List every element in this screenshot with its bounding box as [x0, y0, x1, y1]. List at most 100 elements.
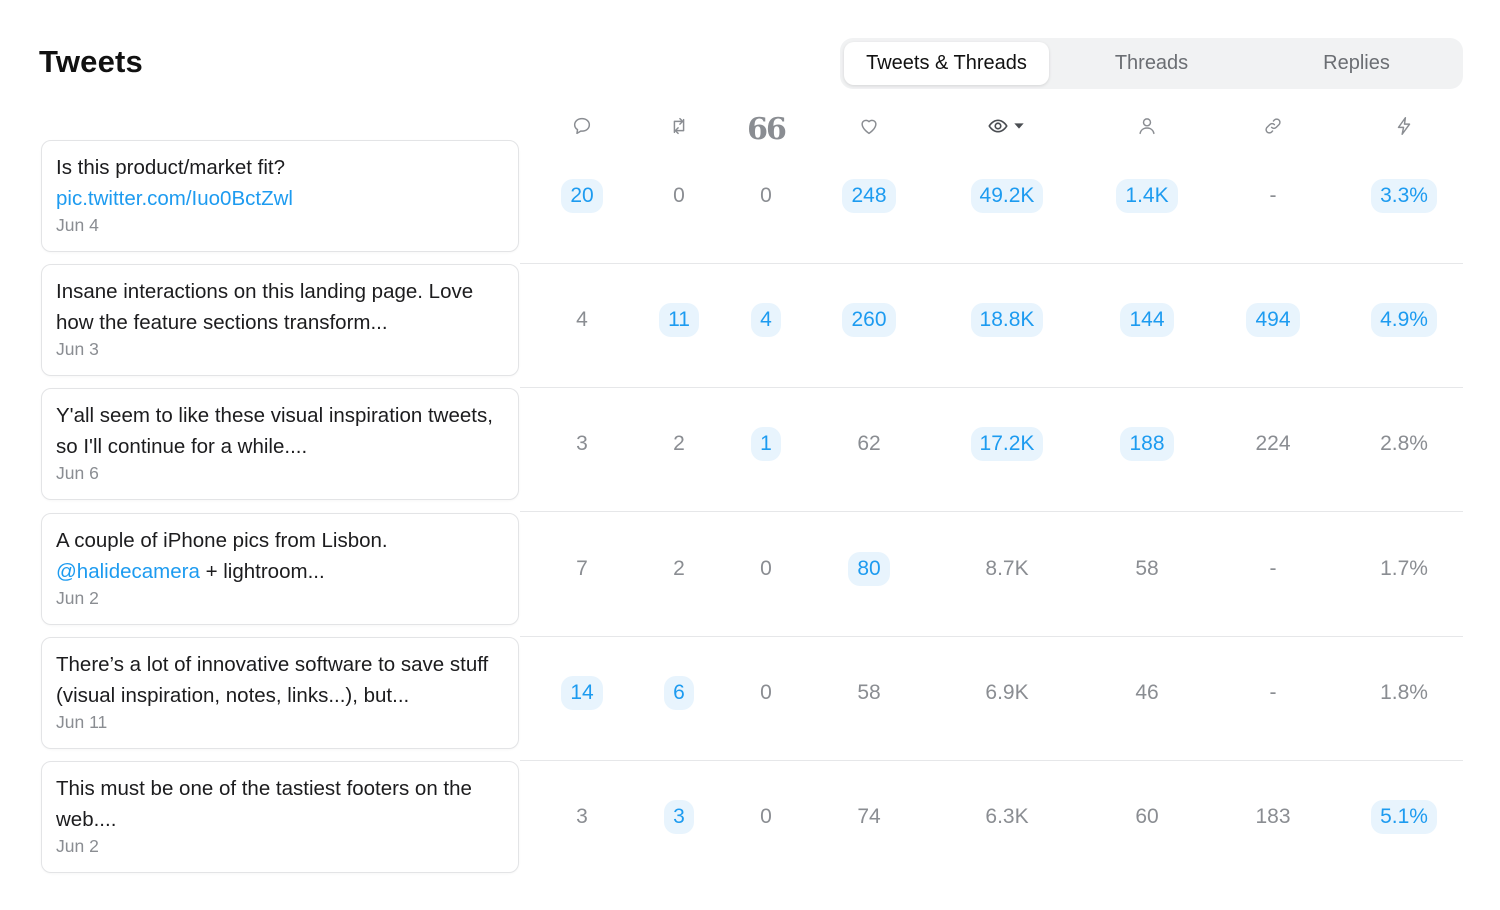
metric-value: 60 — [1135, 805, 1159, 828]
quotes-cell: 4 — [706, 264, 826, 376]
quotes-cell: 0 — [706, 140, 826, 252]
metric-value: 1.8% — [1380, 681, 1428, 704]
replies-cell: 14 — [522, 637, 642, 749]
profile-visits-cell: 1.4K — [1087, 140, 1207, 252]
metric-value: 4.9% — [1371, 303, 1437, 337]
link-clicks-cell: 494 — [1213, 264, 1333, 376]
engagement-icon[interactable] — [1374, 108, 1434, 144]
row-divider — [520, 387, 1463, 388]
tweet-card[interactable]: Y'all seem to like these visual inspirat… — [41, 388, 519, 500]
table-row[interactable]: There’s a lot of innovative software to … — [0, 637, 1500, 761]
tweet-date: Jun 2 — [56, 588, 99, 608]
profile-visits-cell: 144 — [1087, 264, 1207, 376]
tweet-text: Insane interactions on this landing page… — [56, 280, 474, 334]
tweet-date: Jun 3 — [56, 339, 99, 359]
profile-icon[interactable] — [1117, 108, 1177, 144]
link-icon[interactable] — [1243, 108, 1303, 144]
metric-value: 14 — [561, 676, 603, 710]
tab-bar: Tweets & Threads Threads Replies — [840, 38, 1463, 89]
likes-cell: 74 — [809, 761, 929, 873]
metric-value: 6 — [664, 676, 694, 710]
table-row[interactable]: This must be one of the tastiest footers… — [0, 761, 1500, 885]
metric-value: 0 — [760, 681, 772, 704]
engagement-rate-cell: 2.8% — [1344, 388, 1464, 500]
metric-value: 183 — [1255, 805, 1291, 828]
tweet-link[interactable]: pic.twitter.com/Iuo0BctZwl — [56, 187, 293, 210]
metric-value: 20 — [561, 179, 603, 213]
link-clicks-cell: - — [1213, 140, 1333, 252]
metric-value: 5.1% — [1371, 800, 1437, 834]
metric-value: 6.3K — [985, 805, 1029, 828]
reply-icon[interactable] — [552, 108, 612, 144]
metric-value: 2 — [673, 432, 685, 455]
retweets-cell: 2 — [619, 388, 739, 500]
views-cell: 49.2K — [947, 140, 1067, 252]
tweet-text: A couple of iPhone pics from Lisbon. @ha… — [56, 529, 388, 583]
replies-cell: 3 — [522, 761, 642, 873]
metric-value: - — [1269, 184, 1277, 207]
metric-value: 74 — [857, 805, 881, 828]
metric-value: 58 — [1135, 557, 1159, 580]
metric-value: 3 — [576, 805, 588, 828]
engagement-rate-cell: 5.1% — [1344, 761, 1464, 873]
likes-cell: 62 — [809, 388, 929, 500]
quotes-cell: 1 — [706, 388, 826, 500]
metric-value: 1.4K — [1116, 179, 1178, 213]
table-row[interactable]: Insane interactions on this landing page… — [0, 264, 1500, 388]
metric-value: 0 — [673, 184, 685, 207]
views-cell: 6.3K — [947, 761, 1067, 873]
profile-visits-cell: 188 — [1087, 388, 1207, 500]
metric-value: 58 — [857, 681, 881, 704]
tweet-card[interactable]: Is this product/market fit? pic.twitter.… — [41, 140, 519, 252]
views-icon — [988, 119, 1008, 133]
link-clicks-cell: - — [1213, 513, 1333, 625]
like-icon[interactable] — [839, 108, 899, 144]
column-headers: 66 — [0, 108, 1500, 147]
metric-value: 0 — [760, 805, 772, 828]
tweet-date: Jun 11 — [56, 712, 108, 732]
metric-value: 4 — [751, 303, 781, 337]
retweet-icon[interactable] — [649, 108, 709, 144]
likes-cell: 260 — [809, 264, 929, 376]
table-row[interactable]: A couple of iPhone pics from Lisbon. @ha… — [0, 513, 1500, 637]
metric-value: 2 — [673, 557, 685, 580]
tweet-card[interactable]: There’s a lot of innovative software to … — [41, 637, 519, 749]
table-row[interactable]: Is this product/market fit? pic.twitter.… — [0, 140, 1500, 264]
link-clicks-cell: 183 — [1213, 761, 1333, 873]
retweets-cell: 6 — [619, 637, 739, 749]
replies-cell: 3 — [522, 388, 642, 500]
profile-visits-cell: 60 — [1087, 761, 1207, 873]
tweet-text: There’s a lot of innovative software to … — [56, 653, 489, 707]
engagement-rate-cell: 3.3% — [1344, 140, 1464, 252]
metric-value: 49.2K — [970, 179, 1044, 213]
views-cell: 6.9K — [947, 637, 1067, 749]
page-title: Tweets — [39, 44, 143, 79]
tab-threads[interactable]: Threads — [1114, 52, 1189, 74]
metric-value: 18.8K — [970, 303, 1044, 337]
tweet-card[interactable]: This must be one of the tastiest footers… — [41, 761, 519, 873]
engagement-rate-cell: 1.7% — [1344, 513, 1464, 625]
row-divider — [520, 760, 1463, 761]
metric-value: 2.8% — [1380, 432, 1428, 455]
metric-value: 248 — [842, 179, 896, 213]
tweet-date: Jun 2 — [56, 836, 99, 856]
tweet-card[interactable]: A couple of iPhone pics from Lisbon. @ha… — [41, 513, 519, 625]
views-cell: 18.8K — [947, 264, 1067, 376]
views-sort-header[interactable] — [972, 108, 1042, 144]
tweet-date: Jun 6 — [56, 463, 99, 483]
metric-value: 1.7% — [1380, 557, 1428, 580]
tweet-card[interactable]: Insane interactions on this landing page… — [41, 264, 519, 376]
metric-value: 8.7K — [985, 557, 1029, 580]
tweet-text: This must be one of the tastiest footers… — [56, 777, 472, 831]
tab-replies[interactable]: Replies — [1323, 52, 1390, 74]
quote-icon[interactable]: 66 — [747, 112, 787, 147]
table-row[interactable]: Y'all seem to like these visual inspirat… — [0, 388, 1500, 512]
metric-value: 0 — [760, 184, 772, 207]
views-cell: 17.2K — [947, 388, 1067, 500]
retweets-cell: 11 — [619, 264, 739, 376]
caret-down-icon — [1014, 123, 1024, 129]
tweet-text: Is this product/market fit? pic.twitter.… — [56, 152, 504, 214]
tweet-date: Jun 4 — [56, 215, 99, 235]
tab-tweets-threads[interactable]: Tweets & Threads — [844, 42, 1049, 85]
mention-link[interactable]: @halidecamera — [56, 560, 200, 583]
